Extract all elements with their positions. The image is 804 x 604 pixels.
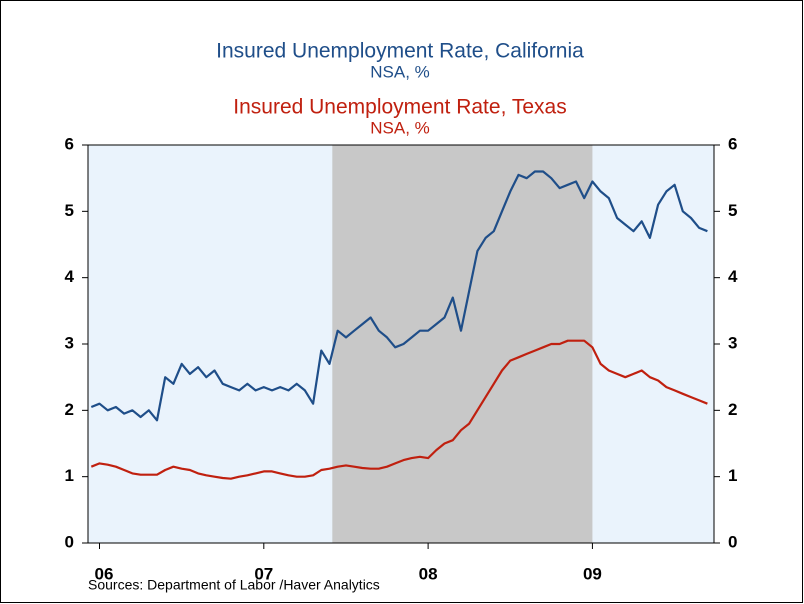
x-tick-label: 09 <box>583 564 602 583</box>
source: Sources: Department of Labor /Haver Anal… <box>88 577 380 593</box>
x-tick-label: 07 <box>254 564 273 583</box>
y2-tick-label: 6 <box>728 134 737 153</box>
y-tick-label: 6 <box>65 134 74 153</box>
y2-tick-label: 0 <box>728 532 737 551</box>
y2-tick-label: 1 <box>728 466 737 485</box>
y-tick-label: 5 <box>65 201 74 220</box>
y-tick-label: 3 <box>65 333 74 352</box>
x-tick-label: 08 <box>419 564 438 583</box>
y2-tick-label: 4 <box>728 267 738 286</box>
y-tick-label: 0 <box>65 532 74 551</box>
series-line <box>90 339 708 480</box>
y-tick-label: 4 <box>65 267 75 286</box>
title-california: Insured Unemployment Rate, California <box>216 40 584 63</box>
y2-tick-label: 3 <box>728 333 737 352</box>
y2-tick-label: 5 <box>728 201 737 220</box>
series-line <box>90 170 708 422</box>
x-tick-label: 06 <box>95 564 114 583</box>
y2-tick-label: 2 <box>728 400 737 419</box>
units-texas: NSA, % <box>370 118 430 137</box>
title-texas: Insured Unemployment Rate, Texas <box>233 96 566 119</box>
units-california: NSA, % <box>370 62 430 81</box>
plot-border <box>87 144 715 544</box>
y-tick-label: 1 <box>65 466 74 485</box>
y-tick-label: 2 <box>65 400 74 419</box>
